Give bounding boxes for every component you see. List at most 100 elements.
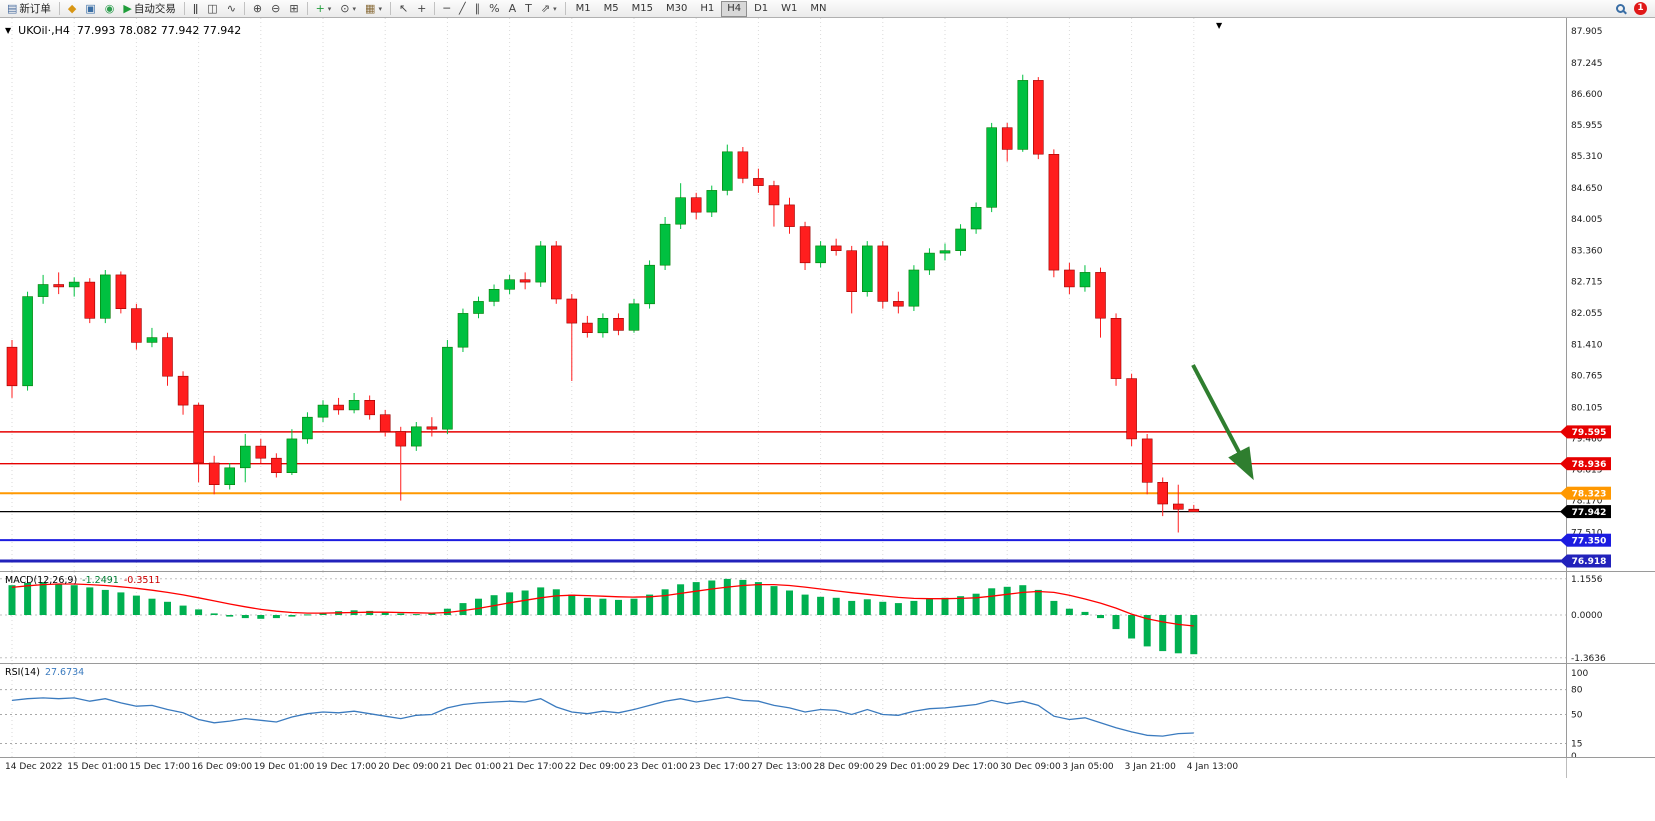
trend-arrow[interactable]	[1191, 364, 1254, 481]
candle	[893, 291, 904, 314]
candle	[6, 340, 18, 398]
chart-shift-marker-icon[interactable]: ▼	[1216, 21, 1223, 30]
candle	[737, 147, 749, 184]
macd-histogram-bar	[179, 605, 187, 615]
cursor-button[interactable]: ↖	[395, 1, 412, 17]
collapse-icon[interactable]: ▼	[5, 26, 12, 35]
price-tag: 77.350	[1560, 533, 1611, 547]
candle-body	[224, 467, 235, 485]
candle	[784, 197, 795, 234]
timeframe-h1-button[interactable]: H1	[694, 1, 720, 17]
dropdown-caret-icon[interactable]: ▾	[378, 4, 382, 13]
macd-histogram-bar	[195, 609, 203, 615]
templates-icon: ▦	[365, 2, 376, 15]
candle	[799, 221, 811, 270]
candle	[317, 400, 329, 422]
price-axis-label: 79.460	[1571, 434, 1603, 444]
candle	[255, 438, 267, 463]
trendline-button[interactable]: ╱	[455, 1, 470, 17]
horizontal-line-icon: ─	[443, 2, 451, 15]
candle	[224, 463, 235, 490]
arrows-button[interactable]: ⇗ ▾	[537, 1, 561, 17]
candlestick-chart-button[interactable]: ◫	[203, 1, 221, 17]
macd-histogram-bar	[770, 586, 778, 615]
rsi-panel[interactable]: RSI(14) 27.6734 100 80 50 15 0	[0, 663, 1655, 758]
dropdown-caret-icon[interactable]: ▾	[352, 4, 357, 13]
text-label-button[interactable]: T	[521, 1, 536, 17]
search-button[interactable]	[1612, 1, 1629, 17]
macd-histogram-bar	[24, 583, 32, 615]
candle	[830, 238, 842, 256]
rsi-canvas[interactable]: 100 80 50 15 0	[0, 664, 1655, 758]
navigator-button[interactable]: ▣	[81, 1, 99, 17]
bar-chart-button[interactable]: ǁ	[189, 1, 202, 17]
candle-body	[1141, 438, 1153, 483]
macd-histogram-bar	[257, 615, 265, 619]
candle	[550, 241, 562, 304]
zoom-in-button[interactable]: ⊕	[249, 1, 266, 17]
candle	[271, 453, 282, 478]
macd-histogram-bar	[428, 613, 436, 615]
horizontal-line-button[interactable]: ─	[439, 1, 454, 17]
zoom-out-button[interactable]: ⊖	[267, 1, 284, 17]
dropdown-caret-icon[interactable]: ▾	[327, 4, 332, 13]
auto-trading-button[interactable]: ▶ 自动交易	[119, 1, 179, 17]
timeframe-m30-button[interactable]: M30	[660, 1, 693, 17]
macd-histogram-bar	[1143, 615, 1151, 647]
candle-body	[1110, 317, 1122, 379]
notification-badge[interactable]: 1	[1634, 2, 1647, 15]
toolbar-separator	[434, 2, 436, 15]
main-chart-canvas[interactable]: 87.905 87.245 86.600 85.955 85.310 84.650 84.0…	[0, 18, 1655, 571]
macd-axis-label: -1.3636	[1571, 654, 1606, 664]
line-chart-button[interactable]: ∿	[223, 1, 240, 17]
time-axis[interactable]: 14 Dec 2022 15 Dec 01:00 15 Dec 17:00 16 De…	[0, 757, 1655, 778]
macd-histogram-bar	[475, 598, 482, 615]
time-axis-label: 30 Dec 09:00	[1000, 762, 1061, 772]
market-watch-button[interactable]: ◆	[64, 1, 80, 17]
price-axis-label: 83.360	[1571, 246, 1603, 256]
tile-windows-icon: ⊞	[289, 2, 299, 15]
dropdown-caret-icon[interactable]: ▾	[553, 4, 557, 13]
macd-canvas[interactable]: 1.1556 0.0000 -1.3636	[0, 572, 1655, 664]
time-axis-label: 21 Dec 01:00	[440, 762, 501, 772]
macd-histogram-bar	[86, 587, 94, 615]
text-button[interactable]: A	[505, 1, 521, 17]
timeframe-h4-button[interactable]: H4	[721, 0, 748, 17]
tile-windows-button[interactable]: ⊞	[285, 1, 302, 17]
candle	[1033, 77, 1044, 160]
chart-panel[interactable]: ▼ UKOil·,H4 77.993 78.082 77.942 77.942 …	[0, 18, 1655, 571]
timeframe-w1-button[interactable]: W1	[775, 1, 803, 17]
candle-body	[1033, 80, 1044, 155]
macd-histogram-bar	[132, 595, 140, 615]
candle-body	[53, 284, 65, 288]
templates-button[interactable]: ▦ ▾	[361, 1, 386, 17]
candle-body	[893, 301, 904, 307]
candle	[364, 395, 376, 420]
candle	[1001, 122, 1013, 162]
macd-panel[interactable]: MACD(12,26,9) -1.2491 -0.3511 1.1556 0.00…	[0, 571, 1655, 664]
text-icon: A	[508, 2, 517, 15]
fibonacci-button[interactable]: %	[485, 1, 503, 17]
chart-symbol-period: UKOil·,H4	[18, 24, 70, 37]
timeframe-m5-button[interactable]: M5	[598, 1, 625, 17]
terminal-icon: ◉	[104, 2, 115, 15]
candle	[379, 409, 391, 437]
price-axis-label: 80.765	[1571, 371, 1603, 381]
macd-histogram-bar	[661, 589, 669, 615]
timeframe-d1-button[interactable]: D1	[748, 1, 774, 17]
timeframe-m15-button[interactable]: M15	[626, 1, 659, 17]
macd-histogram-bar	[972, 593, 980, 615]
candle	[286, 429, 298, 475]
equidistant-channel-button[interactable]: ∥	[471, 1, 485, 17]
timeframe-mn-button[interactable]: MN	[804, 1, 832, 17]
macd-histogram-bar	[692, 582, 700, 615]
macd-histogram-bar	[1065, 608, 1073, 615]
new-chart-button[interactable]: + ▾	[312, 1, 336, 17]
terminal-button[interactable]: ◉	[101, 1, 119, 17]
crosshair-button[interactable]: +	[413, 1, 430, 17]
periods-button[interactable]: ⊙ ▾	[336, 1, 360, 17]
new-order-button[interactable]: ▤ 新订单	[3, 1, 55, 17]
chart-header: ▼ UKOil·,H4 77.993 78.082 77.942 77.942	[5, 24, 241, 37]
timeframe-m1-button[interactable]: M1	[570, 1, 597, 17]
candle-body	[721, 151, 733, 191]
